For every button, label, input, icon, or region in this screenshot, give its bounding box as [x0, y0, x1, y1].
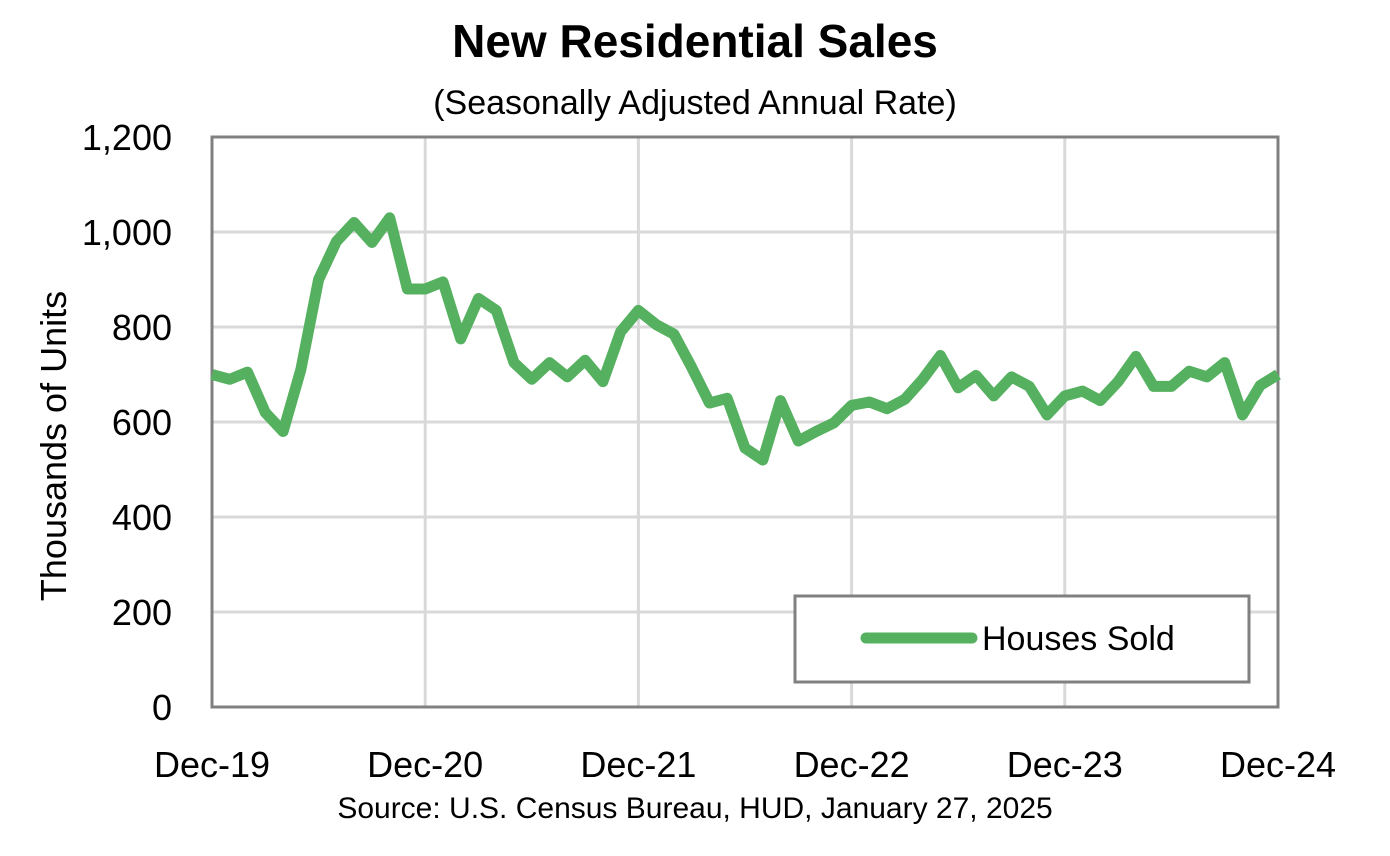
- data-point: [513, 362, 515, 364]
- data-point: [389, 217, 391, 219]
- data-point: [549, 362, 551, 364]
- data-point: [460, 338, 462, 340]
- data-point: [1277, 374, 1279, 375]
- data-point: [762, 459, 764, 461]
- data-point: [744, 447, 746, 449]
- data-point: [247, 371, 248, 373]
- data-point: [211, 374, 213, 375]
- plot-area: [210, 135, 1280, 709]
- data-point: [851, 404, 853, 406]
- data-point: [335, 241, 337, 242]
- data-point: [318, 279, 320, 280]
- y-axis-label: Thousands of Units: [33, 291, 74, 601]
- data-point: [1135, 355, 1137, 357]
- y-tick-label: 0: [152, 687, 172, 728]
- data-point: [637, 309, 639, 311]
- data-point: [300, 369, 302, 371]
- data-point: [424, 288, 426, 290]
- data-point: [904, 398, 906, 400]
- data-point: [1224, 362, 1226, 364]
- data-point: [780, 400, 781, 402]
- data-point: [655, 324, 657, 326]
- legend: Houses Sold: [793, 594, 1251, 684]
- data-point: [406, 288, 408, 290]
- y-tick-label: 400: [112, 497, 172, 538]
- data-point: [531, 378, 533, 380]
- x-tick-label: Dec-22: [794, 744, 910, 785]
- data-point: [833, 422, 835, 424]
- data-point: [993, 395, 995, 397]
- data-point: [602, 381, 604, 383]
- y-tick-label: 600: [112, 402, 172, 443]
- data-point: [1259, 384, 1261, 386]
- data-point: [1082, 390, 1084, 392]
- chart-subtitle: (Seasonally Adjusted Annual Rate): [433, 84, 957, 122]
- data-point: [371, 242, 373, 243]
- x-tick-label: Dec-20: [367, 744, 483, 785]
- data-point: [939, 355, 941, 356]
- data-point: [1064, 395, 1066, 397]
- data-point: [1028, 385, 1030, 387]
- x-tick-label: Dec-23: [1007, 744, 1123, 785]
- data-point: [691, 366, 693, 368]
- data-point: [868, 401, 870, 403]
- data-point: [620, 331, 622, 333]
- data-point: [957, 387, 959, 389]
- data-point: [1011, 376, 1012, 378]
- data-point: [1099, 400, 1101, 402]
- x-tick-label: Dec-21: [580, 744, 696, 785]
- data-point: [709, 402, 710, 404]
- data-point: [1153, 385, 1155, 387]
- series-line-houses-sold: [210, 212, 1281, 466]
- data-point: [442, 281, 444, 283]
- data-point: [353, 222, 355, 223]
- data-point: [922, 378, 924, 380]
- data-point: [726, 397, 728, 399]
- source-note: Source: U.S. Census Bureau, HUD, January…: [337, 792, 1053, 825]
- y-tick-label: 1,200: [82, 117, 172, 158]
- y-tick-label: 800: [112, 307, 172, 348]
- x-axis: Dec-19 Dec-20 Dec-21 Dec-22 Dec-23 Dec-24: [154, 744, 1336, 785]
- data-point: [975, 374, 977, 376]
- y-tick-label: 1,000: [82, 212, 172, 253]
- y-axis: 0 200 400 600 800 1,000 1,200: [82, 117, 172, 728]
- data-point: [264, 412, 266, 413]
- x-tick-label: Dec-19: [154, 744, 270, 785]
- legend-label-houses-sold: Houses Sold: [982, 620, 1175, 658]
- data-point: [815, 431, 817, 432]
- data-point: [478, 298, 479, 299]
- data-point: [1206, 376, 1208, 378]
- data-point: [673, 333, 675, 335]
- data-point: [1046, 414, 1048, 416]
- data-point: [1117, 381, 1119, 383]
- data-point: [797, 440, 799, 442]
- data-point: [1170, 385, 1172, 387]
- data-point: [566, 376, 568, 378]
- data-point: [886, 408, 888, 410]
- data-point: [495, 309, 497, 311]
- y-tick-label: 200: [112, 592, 172, 633]
- data-point: [584, 359, 586, 361]
- data-point: [1188, 370, 1190, 372]
- data-point: [282, 431, 284, 432]
- series-layer: [210, 212, 1281, 466]
- x-tick-label: Dec-24: [1220, 744, 1336, 785]
- data-point: [229, 378, 231, 380]
- data-point: [1242, 414, 1243, 416]
- chart-title: New Residential Sales: [452, 15, 938, 67]
